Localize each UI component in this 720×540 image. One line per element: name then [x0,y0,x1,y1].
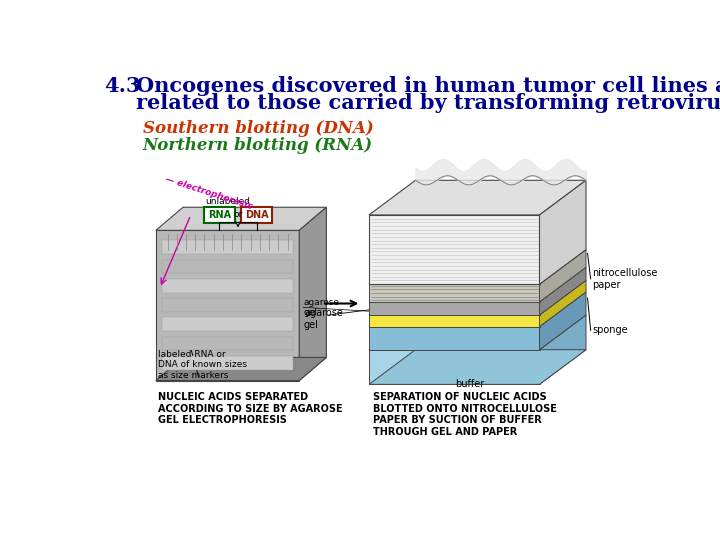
Polygon shape [156,357,326,381]
Polygon shape [156,231,300,381]
Polygon shape [369,315,586,350]
Text: stack of absorptive paper towels: stack of absorptive paper towels [423,200,583,210]
Polygon shape [539,292,586,350]
Text: Southern blotting (DNA): Southern blotting (DNA) [143,120,374,137]
Polygon shape [162,356,293,370]
Text: — electrophoresis: — electrophoresis [163,174,253,211]
Polygon shape [539,180,586,284]
Polygon shape [369,280,586,315]
Polygon shape [369,302,539,315]
Text: DNA: DNA [245,210,269,220]
Polygon shape [156,207,326,231]
Text: sponge: sponge [593,326,628,335]
Polygon shape [539,249,586,302]
Polygon shape [539,280,586,327]
Polygon shape [369,292,586,327]
Text: unlabeled: unlabeled [205,197,251,206]
Text: Oncogenes discovered in human tumor cell lines are: Oncogenes discovered in human tumor cell… [137,76,720,96]
Text: NUCLEIC ACIDS SEPARATED
ACCORDING TO SIZE BY AGAROSE
GEL ELECTROPHORESIS: NUCLEIC ACIDS SEPARATED ACCORDING TO SIZ… [158,392,343,426]
Text: nitrocellulose
paper: nitrocellulose paper [593,268,657,289]
Polygon shape [539,267,586,315]
Polygon shape [369,215,539,284]
Text: buffer: buffer [455,379,485,389]
Text: agarose
gel: agarose gel [304,298,340,317]
Text: agarose
gel: agarose gel [304,308,343,330]
Text: Northern blotting (RNA): Northern blotting (RNA) [143,137,373,154]
Polygon shape [369,267,586,302]
Polygon shape [369,249,586,284]
Polygon shape [539,315,586,384]
Polygon shape [162,260,293,273]
Text: or: or [233,211,243,219]
Polygon shape [369,284,539,302]
Text: 4.3: 4.3 [104,76,140,96]
Polygon shape [300,207,326,381]
Text: RNA: RNA [208,210,231,220]
Text: related to those carried by transforming retroviruses: related to those carried by transforming… [137,92,720,112]
Polygon shape [369,350,586,384]
FancyBboxPatch shape [241,207,272,222]
Polygon shape [162,336,293,350]
Polygon shape [162,240,293,254]
Polygon shape [369,327,539,350]
Polygon shape [162,318,293,331]
Polygon shape [162,279,293,293]
FancyBboxPatch shape [204,207,235,222]
Text: labeled RNA or
DNA of known sizes
as size markers: labeled RNA or DNA of known sizes as siz… [158,350,247,380]
Polygon shape [369,315,539,327]
Polygon shape [369,350,539,384]
Text: SEPARATION OF NUCLEIC ACIDS
BLOTTED ONTO NITROCELLULOSE
PAPER BY SUCTION OF BUFF: SEPARATION OF NUCLEIC ACIDS BLOTTED ONTO… [373,392,557,437]
Polygon shape [162,298,293,312]
Polygon shape [369,180,586,215]
